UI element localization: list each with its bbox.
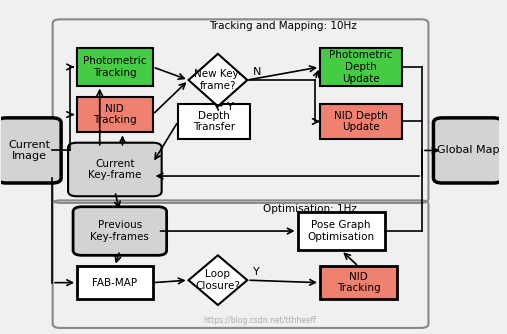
FancyBboxPatch shape xyxy=(77,97,153,133)
FancyBboxPatch shape xyxy=(298,212,385,250)
Text: Loop
Closure?: Loop Closure? xyxy=(196,269,240,291)
FancyBboxPatch shape xyxy=(320,48,402,86)
Text: Depth
Transfer: Depth Transfer xyxy=(193,111,235,132)
Text: NID
Tracking: NID Tracking xyxy=(93,104,137,125)
FancyBboxPatch shape xyxy=(0,118,61,183)
FancyBboxPatch shape xyxy=(77,48,153,86)
FancyBboxPatch shape xyxy=(77,267,153,299)
FancyBboxPatch shape xyxy=(320,267,397,299)
Text: New Key-
frame?: New Key- frame? xyxy=(194,69,242,91)
Text: Previous
Key-frames: Previous Key-frames xyxy=(90,220,149,242)
FancyBboxPatch shape xyxy=(68,143,162,196)
Text: Tracking and Mapping: 10Hz: Tracking and Mapping: 10Hz xyxy=(209,21,357,31)
FancyBboxPatch shape xyxy=(433,118,502,183)
Text: Global Map: Global Map xyxy=(437,145,499,155)
Text: NID Depth
Update: NID Depth Update xyxy=(334,111,388,132)
Text: Y: Y xyxy=(253,267,260,277)
Text: N: N xyxy=(253,67,262,77)
FancyBboxPatch shape xyxy=(73,207,167,255)
Text: Photometric
Depth
Update: Photometric Depth Update xyxy=(329,50,393,84)
Text: Optimisation: 1Hz: Optimisation: 1Hz xyxy=(264,204,357,214)
FancyBboxPatch shape xyxy=(320,104,402,139)
Text: Photometric
Tracking: Photometric Tracking xyxy=(83,56,147,78)
Polygon shape xyxy=(189,255,247,305)
FancyBboxPatch shape xyxy=(178,104,250,139)
Text: Pose Graph
Optimisation: Pose Graph Optimisation xyxy=(308,220,375,242)
Text: Current
Key-frame: Current Key-frame xyxy=(88,159,141,180)
Text: Current
Image: Current Image xyxy=(8,140,50,161)
Text: NID
Tracking: NID Tracking xyxy=(337,272,380,294)
Text: https://blog.csdn.net/tthheeff: https://blog.csdn.net/tthheeff xyxy=(204,316,317,325)
Polygon shape xyxy=(189,54,247,106)
Text: Y: Y xyxy=(227,102,234,112)
Text: FAB-MAP: FAB-MAP xyxy=(92,278,137,288)
